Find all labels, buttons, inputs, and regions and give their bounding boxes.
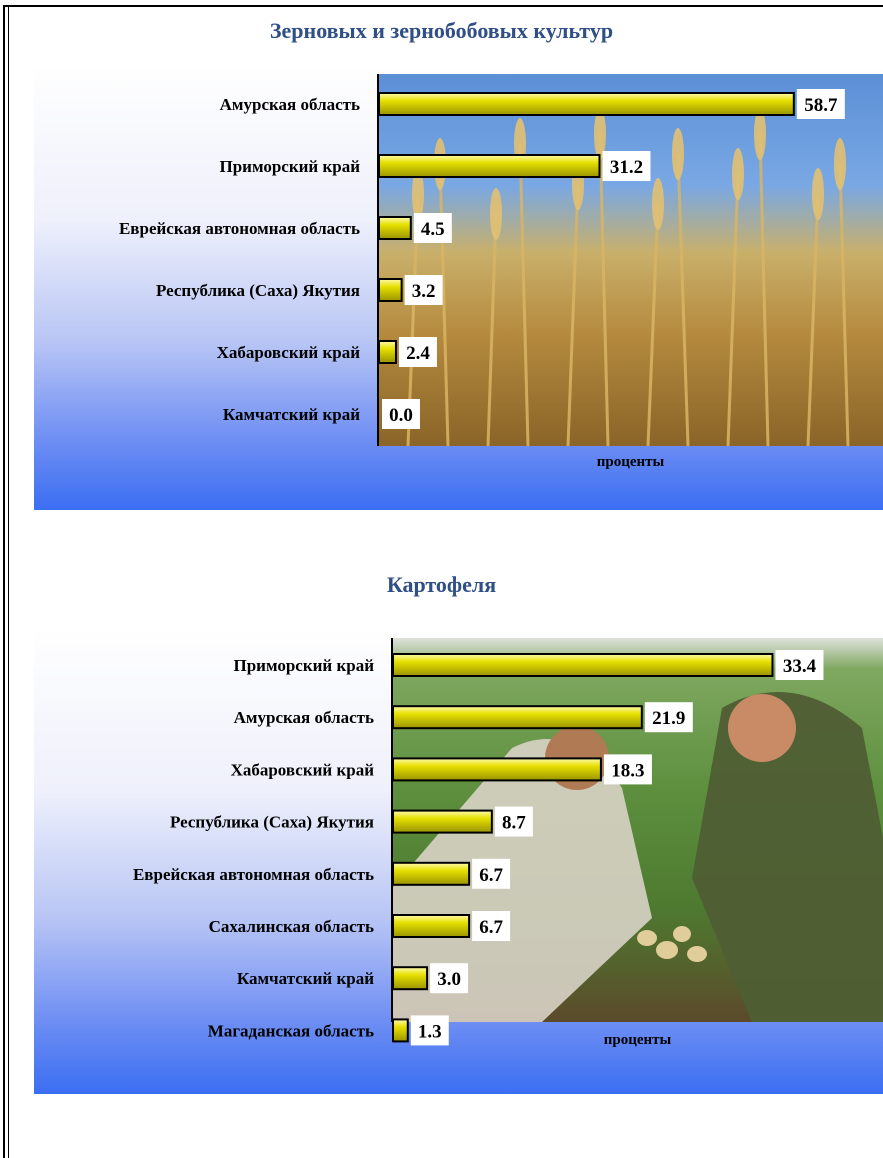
data-label: 4.5 xyxy=(421,219,445,240)
bar xyxy=(392,757,602,782)
category-label: Сахалинская область xyxy=(209,917,374,936)
category-label: Камчатский край xyxy=(237,969,374,988)
category-label: Еврейская автономная область xyxy=(119,219,360,238)
chart-panel-grain: Амурская область 58.7 Приморский край 31.2 Е… xyxy=(34,64,883,510)
bar xyxy=(392,705,643,730)
category-label: Республика (Саха) Якутия xyxy=(170,813,374,832)
bar-chart-grain: Амурская область 58.7 Приморский край 31.2 Е… xyxy=(119,74,845,446)
data-label: 3.2 xyxy=(412,281,436,302)
data-label-box xyxy=(644,702,693,733)
data-label: 1.3 xyxy=(418,1021,442,1042)
data-label: 6.7 xyxy=(479,865,503,886)
data-label-box xyxy=(430,963,469,994)
category-label: Приморский край xyxy=(219,157,360,176)
category-label: Хабаровский край xyxy=(231,760,375,779)
bar xyxy=(378,216,412,240)
data-label: 21.9 xyxy=(652,708,685,729)
category-label: Амурская область xyxy=(234,708,374,727)
data-label-box xyxy=(398,337,437,367)
bar xyxy=(392,809,493,834)
frame-border-left-inner xyxy=(8,5,9,1158)
frame-border-left xyxy=(3,5,5,1158)
data-label: 0.0 xyxy=(389,405,413,426)
chart-title-potato: Картофеля xyxy=(386,572,497,597)
bar xyxy=(392,914,471,938)
frame-border-top xyxy=(3,5,883,7)
bar xyxy=(392,653,774,677)
data-label: 18.3 xyxy=(611,760,644,781)
data-label-box xyxy=(382,399,420,429)
category-label: Магаданская область xyxy=(208,1021,374,1040)
data-label-box xyxy=(410,1015,449,1046)
data-label-box xyxy=(796,89,845,119)
data-label: 8.7 xyxy=(502,813,526,834)
bar xyxy=(378,278,403,302)
bar xyxy=(378,154,601,178)
data-label-box xyxy=(602,151,651,181)
data-label: 2.4 xyxy=(406,343,430,364)
data-label-box xyxy=(472,858,511,889)
bar-chart-potato: Приморский край 33.4 Амурская область 21.9 Х… xyxy=(133,638,824,1046)
data-label-box xyxy=(472,911,511,941)
x-axis-label-potato: проценты xyxy=(603,1032,672,1048)
category-label: Республика (Саха) Якутия xyxy=(156,281,360,300)
category-label: Приморский край xyxy=(233,656,374,675)
bar xyxy=(392,861,471,886)
data-label: 33.4 xyxy=(783,656,817,677)
category-label: Хабаровский край xyxy=(217,343,361,362)
bar xyxy=(378,340,397,364)
category-label: Камчатский край xyxy=(223,405,360,424)
x-axis-label-grain: проценты xyxy=(596,454,665,470)
bar xyxy=(392,966,429,991)
bar xyxy=(392,1018,409,1043)
data-label-box xyxy=(404,275,443,305)
chart-title-grain: Зерновых и зернобобовых культур xyxy=(269,18,614,43)
data-label-box xyxy=(603,754,652,785)
data-label: 6.7 xyxy=(479,917,503,938)
data-label: 31.2 xyxy=(610,157,643,178)
bar xyxy=(378,92,795,116)
data-label-box xyxy=(775,650,824,680)
chart-panel-potato: Приморский край 33.4 Амурская область 21.9 Х… xyxy=(34,628,883,1094)
category-label: Амурская область xyxy=(220,95,360,114)
data-label: 3.0 xyxy=(437,969,461,990)
data-label-box xyxy=(494,806,533,837)
category-label: Еврейская автономная область xyxy=(133,865,374,884)
data-label: 58.7 xyxy=(804,95,838,116)
data-label-box xyxy=(413,213,452,243)
